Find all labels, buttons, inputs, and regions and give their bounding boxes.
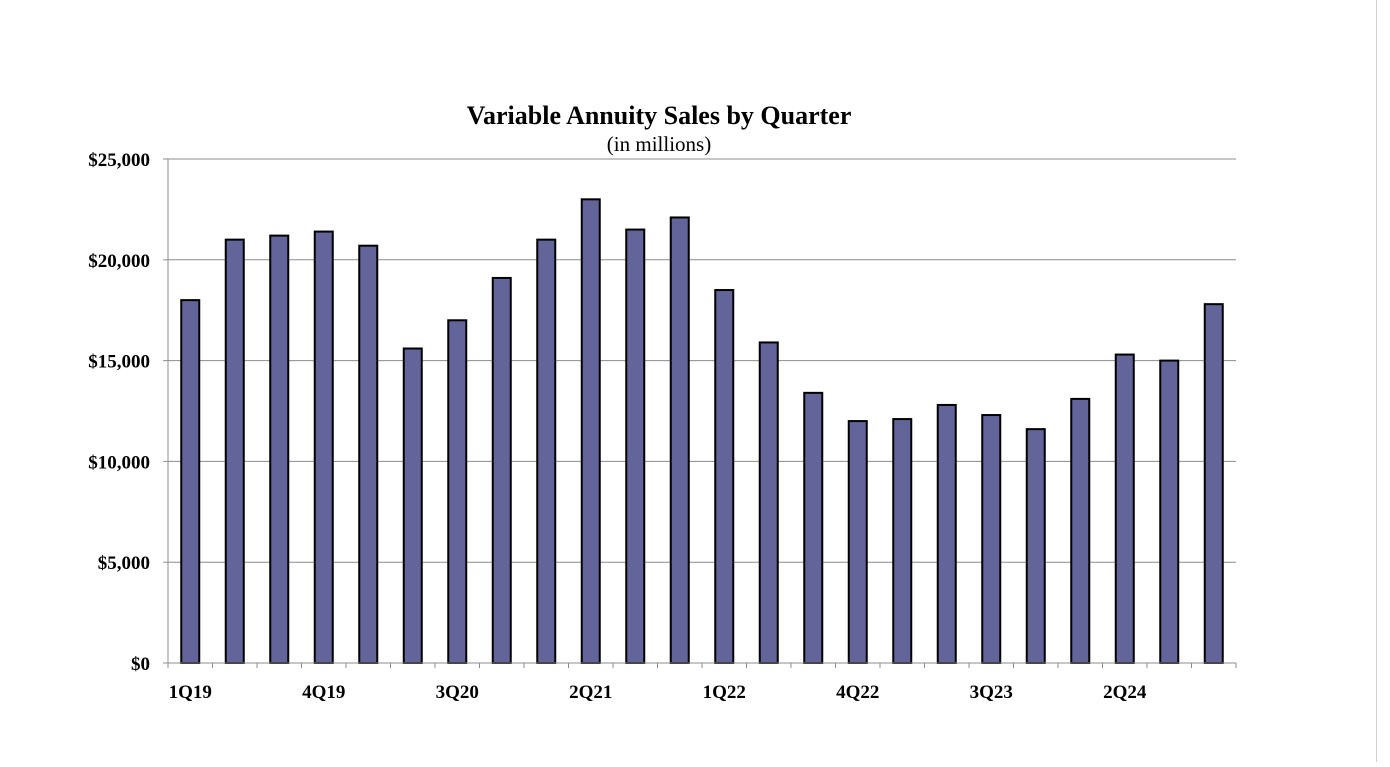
x-tick-label: 3Q20 [436, 682, 479, 703]
bar-2Q24 [1114, 353, 1135, 664]
bar-4Q19 [313, 230, 334, 665]
x-tick-label: 2Q21 [569, 682, 612, 703]
bar-4Q22 [847, 420, 868, 664]
bar-1Q19 [180, 299, 201, 664]
bar-1Q24 [1070, 397, 1091, 664]
y-tick-label: $0 [131, 654, 150, 675]
tick-labels: $0 $5,000 $10,000 $15,000 $20,000 $25,000 1Q19… [88, 150, 1147, 703]
bar-3Q20 [447, 319, 468, 664]
bar-4Q20 [491, 276, 512, 664]
x-tick-label: 1Q22 [703, 682, 746, 703]
bar-3Q19 [269, 234, 290, 664]
bar-4Q24 [1203, 303, 1224, 664]
page-edge [1376, 0, 1390, 762]
bar-1Q23 [892, 418, 913, 664]
y-tick-label: $20,000 [88, 251, 150, 272]
bar-1Q21 [536, 238, 557, 664]
chart-title: Variable Annuity Sales by Quarter [467, 101, 852, 130]
y-tick-label: $25,000 [88, 150, 150, 171]
x-tick-label: 1Q19 [169, 682, 212, 703]
x-tick-label: 4Q19 [302, 682, 345, 703]
chart-subtitle: (in millions) [607, 132, 711, 156]
bar-3Q24 [1159, 359, 1180, 664]
x-tick-label: 3Q23 [970, 682, 1013, 703]
bar-2Q19 [224, 238, 245, 664]
bar-4Q23 [1025, 428, 1046, 665]
y-tick-label: $10,000 [88, 452, 150, 473]
bar-1Q22 [714, 289, 735, 664]
bars [180, 198, 1224, 665]
bar-2Q21 [580, 198, 601, 664]
bar-4Q21 [669, 216, 690, 665]
bar-3Q21 [625, 228, 646, 664]
bar-2Q22 [758, 341, 779, 664]
x-tick-label: 2Q24 [1103, 682, 1147, 703]
y-tick-label: $5,000 [98, 553, 150, 574]
bar-2Q23 [936, 403, 957, 664]
bar-3Q23 [981, 414, 1002, 665]
bar-3Q22 [803, 391, 824, 664]
bar-2Q20 [402, 347, 423, 664]
axes [163, 158, 1237, 668]
bar-1Q20 [358, 244, 379, 665]
x-tick-label: 4Q22 [836, 682, 879, 703]
gridlines [168, 158, 1236, 563]
y-tick-label: $15,000 [88, 352, 150, 373]
